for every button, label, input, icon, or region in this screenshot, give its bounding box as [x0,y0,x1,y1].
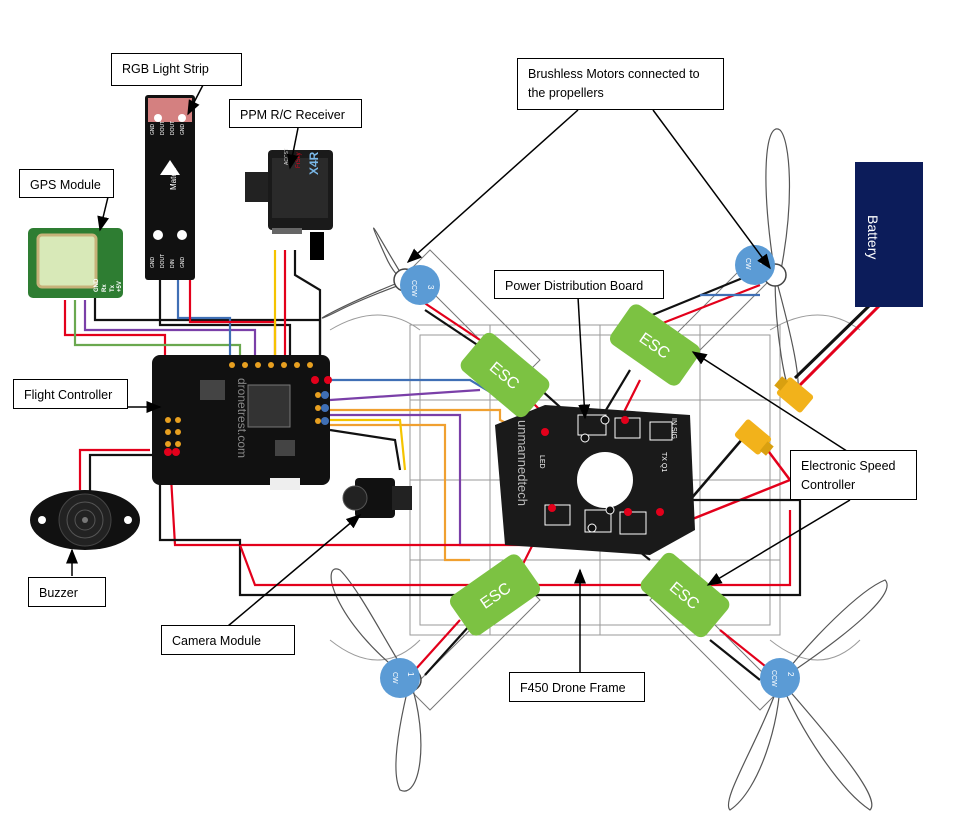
rgb-pin-top-4: GND [180,124,186,136]
gps-pin-5v: +5V [117,281,123,292]
rgb-pin-bottom-2: DOUT [160,254,166,268]
receiver-sub: ACCST [284,148,290,165]
rgb-pin-bottom-4: GND [180,257,186,269]
svg-text:3: 3 [426,285,435,290]
gps-module: GND Rx Tx +5V [28,228,123,298]
label-brushless-motors: Brushless Motors connected to the propel… [517,58,724,110]
esc-top-left: ESC [460,332,550,418]
label-esc: Electronic Speed Controller [790,450,917,500]
motor-3: 3 CCW [400,265,440,305]
label-flight-controller: Flight Controller [13,379,128,409]
pdb-label-1: TX Q1 [660,452,667,472]
label-f450-frame: F450 Drone Frame [509,672,645,702]
esc-bottom-left: ESC [449,554,541,636]
xt60-battery [774,376,814,413]
rgb-pin-top-1: GND [150,124,156,136]
motor-2: 2 CCW [760,658,800,698]
rgb-logo: Matek [169,167,178,190]
svg-text:1: 1 [406,672,415,677]
flight-controller: dronetrest.com [152,355,332,490]
label-rgb-light-strip: RGB Light Strip [111,53,242,86]
rgb-pin-top-2: DOUT [160,121,166,135]
gps-pin-gnd: GND [94,278,100,292]
ppm-receiver: FrSky X4R ACCST [245,148,333,260]
xt60-connectors [734,376,814,456]
receiver-brand: FrSky [296,152,302,168]
battery: Battery [855,162,923,307]
gps-pin-tx: Tx [110,284,116,292]
label-gps-module: GPS Module [19,169,114,198]
pdb-label-2: IN SIG [670,418,677,439]
label-power-distribution-board: Power Distribution Board [494,270,664,299]
svg-text:CCW: CCW [770,670,777,687]
esc-units: ESC ESC ESC ESC [449,304,730,638]
svg-text:CW: CW [391,672,398,684]
power-distribution-board: unmannedtech TX Q1 IN SIG LED [495,405,695,555]
svg-text:CCW: CCW [410,280,417,297]
rgb-pin-bottom-3: DIN [170,259,176,268]
pdb-label-3: LED [538,455,545,469]
xt60-pdb [734,419,774,456]
buzzer [30,490,140,550]
motor-1: 1 CW [380,658,420,698]
gps-pin-rx: Rx [102,284,108,292]
pdb-watermark: unmannedtech [515,420,530,506]
rgb-pin-bottom-1: GND [150,257,156,269]
label-camera-module: Camera Module [161,625,295,655]
label-buzzer: Buzzer [28,577,106,607]
svg-text:2: 2 [786,672,795,677]
svg-text:CW: CW [744,258,751,270]
motor-4: 4 CW [735,245,775,285]
label-ppm-receiver: PPM R/C Receiver [229,99,362,128]
receiver-model: X4R [307,151,321,175]
camera-module [342,478,412,518]
battery-label: Battery [865,215,881,259]
rgb-pin-top-3: DOUT [170,121,176,135]
esc-bottom-right: ESC [640,552,730,638]
rgb-light-strip: Matek GND DOUT DOUT GND GND DOUT DIN GND [145,95,195,280]
esc-top-right: ESC [609,304,701,386]
fc-watermark: dronetrest.com [235,378,249,458]
callout-arrows [66,84,854,672]
